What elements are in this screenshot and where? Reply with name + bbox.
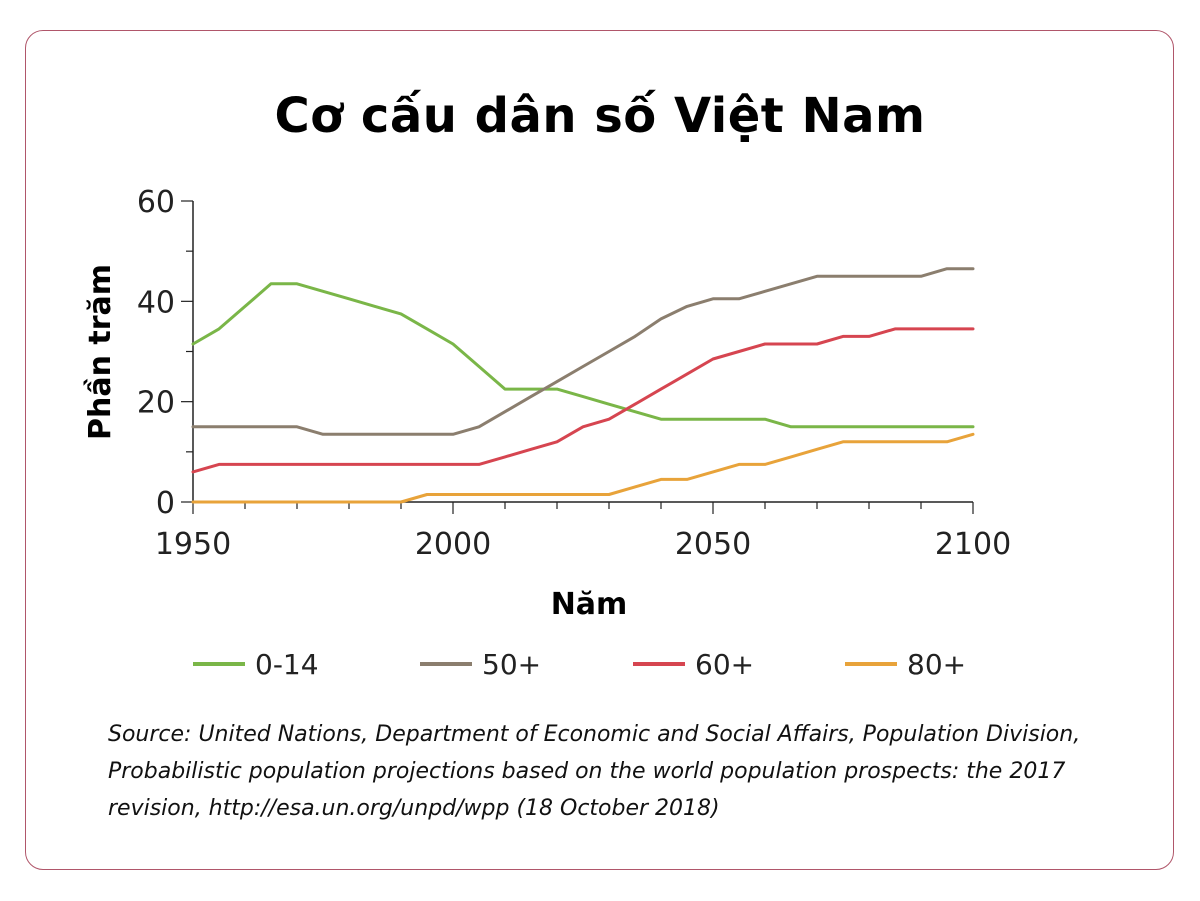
series-line-0-14 <box>191 282 975 429</box>
chart-title: Cơ cấu dân số Việt Nam <box>274 88 926 144</box>
series-line-80plus <box>191 432 975 504</box>
x-axis-label: Năm <box>551 587 628 622</box>
legend-label: 0-14 <box>255 648 319 681</box>
chart-legend: 0-14 50+ 60+ 80+ <box>193 648 966 681</box>
legend-label: 50+ <box>482 648 541 681</box>
source-note: Source: United Nations, Department of Ec… <box>108 722 1081 821</box>
legend-label: 60+ <box>695 648 754 681</box>
y-axis-label: Phần trăm <box>83 264 118 440</box>
x-tick-label: 2050 <box>675 527 751 562</box>
card-frame <box>25 30 1174 870</box>
chart-series <box>191 267 975 504</box>
x-tick-label: 2000 <box>415 527 491 562</box>
y-tick-label: 60 <box>137 185 175 220</box>
y-tick-label: 40 <box>137 285 175 320</box>
series-line-50plus <box>191 267 975 436</box>
legend-label: 80+ <box>907 648 966 681</box>
y-tick-label: 20 <box>137 386 175 421</box>
x-tick-label: 1950 <box>155 527 231 562</box>
y-tick-label: 0 <box>156 486 175 521</box>
x-tick-label: 2100 <box>935 527 1011 562</box>
series-line-60plus <box>191 327 975 474</box>
chart-axes: 0 20 40 60 1950 2000 2050 2100 <box>137 185 1011 562</box>
